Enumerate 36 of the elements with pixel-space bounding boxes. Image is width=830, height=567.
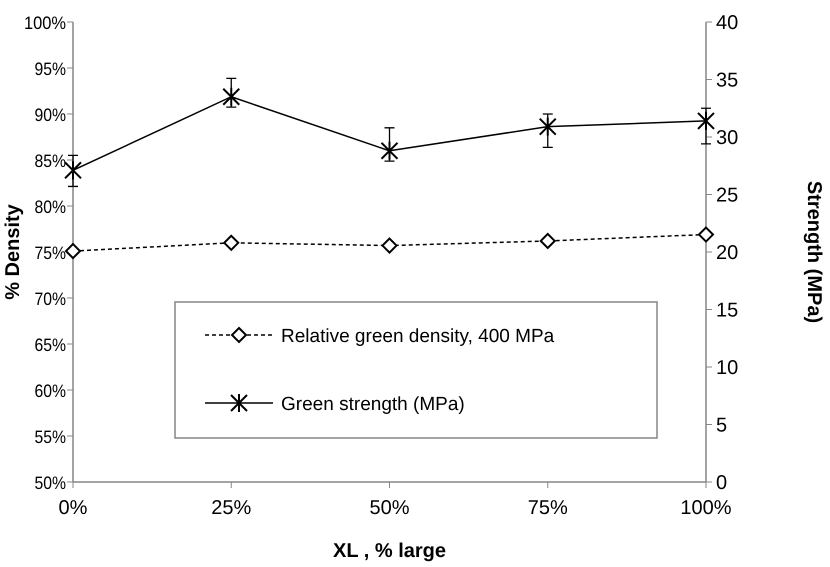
x-tick-label: 25% (211, 497, 252, 519)
x-tick-label: 0% (58, 497, 88, 519)
y2-tick-label: 30 (716, 127, 738, 149)
x-tick-label: 50% (369, 497, 410, 519)
y-tick-label: 80% (34, 197, 71, 217)
point (223, 234, 240, 251)
y2-tick-label: 15 (716, 300, 738, 322)
y-tick-label: 100% (24, 13, 70, 33)
y-tick-label: 65% (34, 335, 71, 355)
y-tick-label: 95% (34, 59, 71, 79)
y-tick-label: 55% (34, 427, 71, 447)
y2-tick-label: 0 (716, 472, 728, 494)
point (538, 116, 557, 137)
y-tick-label: 50% (34, 473, 71, 493)
y-tick-label: 60% (34, 381, 71, 401)
y2-tick-label: 20 (716, 242, 738, 264)
y2-tick-label: 40 (716, 12, 738, 34)
y-tick-label: 90% (34, 105, 71, 125)
x-tick-label: 75% (528, 497, 568, 519)
x-axis-title: XL , % large (332, 540, 446, 562)
y2-tick-label: 10 (716, 357, 738, 379)
point (65, 243, 81, 260)
y2-tick-label: 5 (716, 414, 728, 436)
point (382, 238, 398, 254)
y2-tick-label: 35 (716, 70, 738, 92)
point (540, 232, 556, 249)
point (698, 226, 714, 243)
y-tick-label: 85% (34, 151, 71, 171)
y2-tick-label: 25 (716, 184, 738, 206)
legend-label: Relative green density, 400 MPa (281, 326, 555, 347)
x-tick-label: 100% (680, 497, 732, 519)
y-tick-label: 70% (34, 289, 71, 309)
y-axis-title: % Density (2, 203, 24, 300)
legend-label: Green strength (MPa) (281, 394, 465, 415)
y-tick-label: 75% (34, 243, 71, 263)
y2-axis-title: Strength (MPa) (803, 180, 825, 324)
